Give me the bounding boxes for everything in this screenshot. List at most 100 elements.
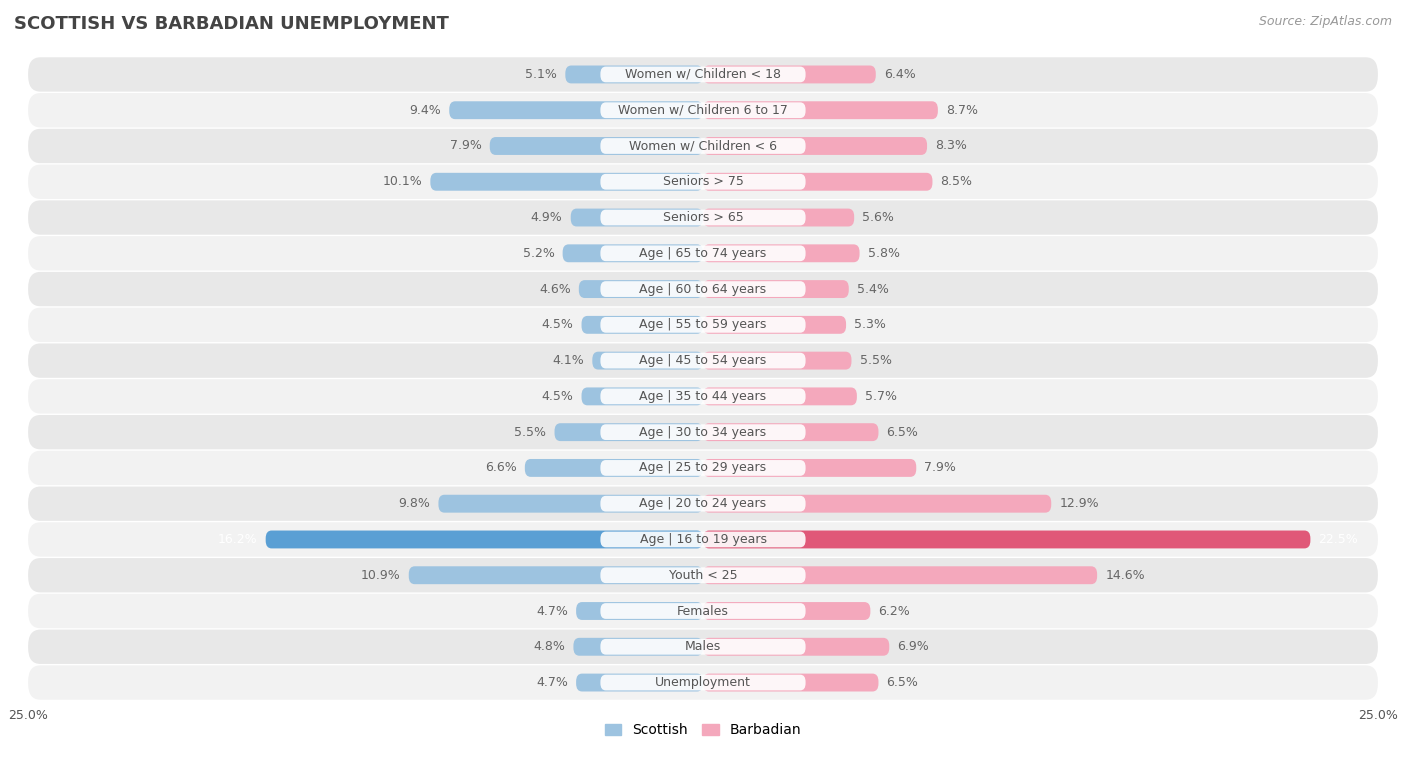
FancyBboxPatch shape [600,138,806,154]
FancyBboxPatch shape [28,58,1378,92]
Text: Unemployment: Unemployment [655,676,751,689]
Text: 7.9%: 7.9% [924,462,956,475]
Text: 6.6%: 6.6% [485,462,517,475]
FancyBboxPatch shape [703,245,859,262]
FancyBboxPatch shape [28,630,1378,664]
FancyBboxPatch shape [571,209,703,226]
FancyBboxPatch shape [430,173,703,191]
Text: 5.2%: 5.2% [523,247,554,260]
Text: Women w/ Children 6 to 17: Women w/ Children 6 to 17 [619,104,787,117]
Text: Age | 25 to 29 years: Age | 25 to 29 years [640,462,766,475]
FancyBboxPatch shape [600,603,806,619]
Text: Women w/ Children < 18: Women w/ Children < 18 [626,68,780,81]
FancyBboxPatch shape [600,353,806,369]
FancyBboxPatch shape [576,602,703,620]
FancyBboxPatch shape [703,173,932,191]
Text: Age | 45 to 54 years: Age | 45 to 54 years [640,354,766,367]
FancyBboxPatch shape [266,531,703,548]
FancyBboxPatch shape [703,638,889,656]
FancyBboxPatch shape [524,459,703,477]
Text: 9.4%: 9.4% [409,104,441,117]
Text: 5.7%: 5.7% [865,390,897,403]
Text: Age | 55 to 59 years: Age | 55 to 59 years [640,319,766,332]
FancyBboxPatch shape [582,388,703,405]
Text: 6.5%: 6.5% [887,425,918,438]
FancyBboxPatch shape [703,423,879,441]
FancyBboxPatch shape [703,566,1097,584]
FancyBboxPatch shape [600,639,806,655]
FancyBboxPatch shape [592,352,703,369]
FancyBboxPatch shape [554,423,703,441]
FancyBboxPatch shape [28,379,1378,413]
Text: 4.1%: 4.1% [553,354,585,367]
FancyBboxPatch shape [703,137,927,155]
FancyBboxPatch shape [28,236,1378,270]
Text: 16.2%: 16.2% [218,533,257,546]
Legend: Scottish, Barbadian: Scottish, Barbadian [599,718,807,743]
Text: 4.5%: 4.5% [541,319,574,332]
Text: 8.7%: 8.7% [946,104,979,117]
FancyBboxPatch shape [409,566,703,584]
FancyBboxPatch shape [28,487,1378,521]
Text: 8.3%: 8.3% [935,139,967,152]
Text: 22.5%: 22.5% [1319,533,1358,546]
FancyBboxPatch shape [28,307,1378,342]
Text: Age | 65 to 74 years: Age | 65 to 74 years [640,247,766,260]
FancyBboxPatch shape [574,638,703,656]
Text: Source: ZipAtlas.com: Source: ZipAtlas.com [1258,15,1392,28]
Text: 6.5%: 6.5% [887,676,918,689]
Text: 5.5%: 5.5% [515,425,547,438]
Text: Seniors > 65: Seniors > 65 [662,211,744,224]
FancyBboxPatch shape [703,316,846,334]
FancyBboxPatch shape [28,665,1378,699]
FancyBboxPatch shape [28,415,1378,450]
Text: 10.9%: 10.9% [361,569,401,581]
Text: 7.9%: 7.9% [450,139,482,152]
FancyBboxPatch shape [600,210,806,226]
FancyBboxPatch shape [703,459,917,477]
Text: 6.9%: 6.9% [897,640,929,653]
FancyBboxPatch shape [28,593,1378,628]
Text: 6.2%: 6.2% [879,605,910,618]
FancyBboxPatch shape [600,531,806,547]
FancyBboxPatch shape [703,495,1052,512]
Text: Age | 35 to 44 years: Age | 35 to 44 years [640,390,766,403]
FancyBboxPatch shape [703,101,938,119]
FancyBboxPatch shape [562,245,703,262]
FancyBboxPatch shape [28,344,1378,378]
FancyBboxPatch shape [703,209,855,226]
Text: Age | 16 to 19 years: Age | 16 to 19 years [640,533,766,546]
FancyBboxPatch shape [579,280,703,298]
Text: 5.5%: 5.5% [859,354,891,367]
FancyBboxPatch shape [600,496,806,512]
FancyBboxPatch shape [28,272,1378,307]
Text: 5.3%: 5.3% [855,319,886,332]
Text: 5.6%: 5.6% [862,211,894,224]
FancyBboxPatch shape [703,352,852,369]
Text: 6.4%: 6.4% [884,68,915,81]
Text: 5.4%: 5.4% [856,282,889,295]
FancyBboxPatch shape [439,495,703,512]
Text: SCOTTISH VS BARBADIAN UNEMPLOYMENT: SCOTTISH VS BARBADIAN UNEMPLOYMENT [14,15,449,33]
FancyBboxPatch shape [28,450,1378,485]
FancyBboxPatch shape [600,317,806,333]
Text: Males: Males [685,640,721,653]
FancyBboxPatch shape [600,424,806,440]
FancyBboxPatch shape [703,66,876,83]
Text: 8.5%: 8.5% [941,176,973,188]
Text: 9.8%: 9.8% [398,497,430,510]
FancyBboxPatch shape [703,674,879,691]
Text: Females: Females [678,605,728,618]
FancyBboxPatch shape [600,174,806,190]
Text: 4.6%: 4.6% [538,282,571,295]
Text: Youth < 25: Youth < 25 [669,569,737,581]
Text: 14.6%: 14.6% [1105,569,1144,581]
FancyBboxPatch shape [576,674,703,691]
Text: 5.1%: 5.1% [526,68,557,81]
Text: Age | 30 to 34 years: Age | 30 to 34 years [640,425,766,438]
Text: Age | 60 to 64 years: Age | 60 to 64 years [640,282,766,295]
FancyBboxPatch shape [600,281,806,297]
Text: 4.7%: 4.7% [536,605,568,618]
FancyBboxPatch shape [450,101,703,119]
FancyBboxPatch shape [565,66,703,83]
